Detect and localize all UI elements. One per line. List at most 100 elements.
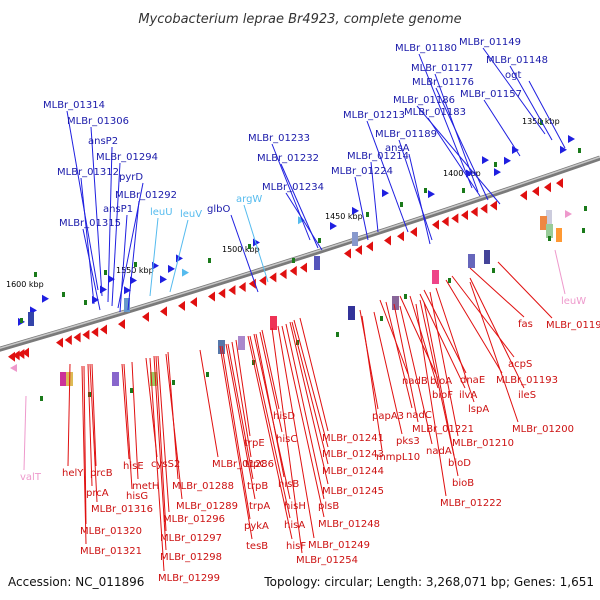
label-leader-line [131,361,139,480]
reverse-gene-label: cysS2 [151,459,180,470]
feature-block [238,336,245,350]
forward-gene-label: ogt [505,70,521,81]
forward-gene-arrow [352,206,359,215]
gc-marker [34,272,37,277]
feature-block [432,270,439,284]
reverse-gene-arrow [218,288,226,299]
gc-marker [584,206,587,211]
reverse-gene-label: trpB [247,481,268,492]
label-leader-line [225,343,256,500]
label-leader-line [83,365,87,525]
reverse-gene-arrow [397,231,404,242]
gc-marker [134,262,137,267]
forward-gene-arrow [160,275,167,284]
forward-gene-label: MLBr_01312 [57,167,119,178]
label-leader-line [199,349,219,458]
label-leader-line [359,309,379,410]
label-leader-line [373,311,403,435]
feature-box [546,210,552,224]
reverse-gene-label: MLBr_01200 [512,424,574,435]
label-leader-line [299,317,329,432]
reverse-gene-arrow [64,335,72,346]
reverse-gene-label: hisG [126,491,148,502]
forward-gene-label: MLBr_01186 [393,95,455,106]
gc-marker [462,188,465,193]
forward-gene-label: MLBr_01315 [59,218,121,229]
label-leader-line [153,355,167,551]
gc-marker [336,332,339,337]
gc-marker [130,388,133,393]
feature-block [392,296,399,310]
forward-gene-label: MLBr_01233 [248,133,310,144]
reverse-gene-label: hisE [123,461,144,472]
feature-block [468,254,475,268]
rrna-gene-label: leuW [561,296,586,307]
gc-marker [492,268,495,273]
label-leader-line [221,345,251,520]
reverse-gene-label: nadC [406,410,432,421]
feature-block [218,340,225,354]
gc-marker [62,292,65,297]
label-leader-line [247,335,293,540]
label-leader-line [231,341,252,458]
label-leader-line [123,363,133,490]
label-leader-line [285,323,325,500]
gc-marker [448,278,451,283]
forward-gene-label: MLBr_01292 [115,190,177,201]
reverse-gene-arrow [451,213,459,224]
gc-marker [20,318,23,323]
forward-gene-arrow [168,264,175,273]
feature-box [28,312,34,326]
reverse-gene-arrow [556,178,563,189]
reverse-gene-labels: fas MLBr_01190 acpS MLBr_01193 dnaE ileS ilvA l… [62,261,600,584]
reverse-gene-arrow [366,241,373,252]
reverse-gene-label: nadB [402,376,428,387]
forward-gene-label: ansP2 [88,136,118,147]
tick-label: 1600 kbp [6,280,44,289]
gc-marker [318,238,321,243]
reverse-gene-label: acpS [508,359,532,370]
label-leader-line [483,99,521,157]
label-leader-line [261,329,280,410]
gc-marker [206,372,209,377]
gc-marker [292,258,295,263]
reverse-gene-arrow [480,203,488,214]
reverse-gene-arrow [8,351,15,362]
forward-gene-arrow [560,145,567,154]
forward-gene-label: glbO [207,204,230,215]
forward-gene-arrow [428,190,435,199]
label-leader-line [423,301,459,477]
tick-label: 1400 kbp [443,169,481,178]
reverse-gene-label: hisC [276,434,297,445]
forward-gene-label: pyrD [119,172,143,183]
forward-gene-label: MLBr_01183 [404,107,466,118]
reverse-gene-arrow [56,337,63,348]
gc-marker [380,316,383,321]
forward-gene-label: MLBr_01148 [486,55,548,66]
forward-gene-arrow [482,156,489,165]
reverse-gene-label: MLBr_01245 [322,486,384,497]
gc-marker [366,212,369,217]
gc-marker [578,148,581,153]
reverse-gene-label: MLBr_01210 [452,438,514,449]
label-leader-line [451,275,515,358]
reverse-gene-label: tesB [246,541,268,552]
forward-gene-arrow [568,135,575,144]
label-leader-line [427,117,481,197]
label-leader-line [361,315,383,451]
label-leader-line [243,204,269,283]
label-leader-line [469,267,525,318]
label-leader-line [435,287,475,403]
label-leader-line [293,319,329,448]
reverse-gene-label: bioA [430,376,452,387]
reverse-gene-arrow [142,311,149,322]
label-leader-line [90,126,103,297]
gc-marker [494,162,497,167]
reverse-gene-label: fas [518,319,533,330]
label-leader-line [398,139,433,241]
reverse-gene-arrow [410,227,417,238]
gc-marker [104,270,107,275]
trna-gene-label: leuV [180,209,202,220]
